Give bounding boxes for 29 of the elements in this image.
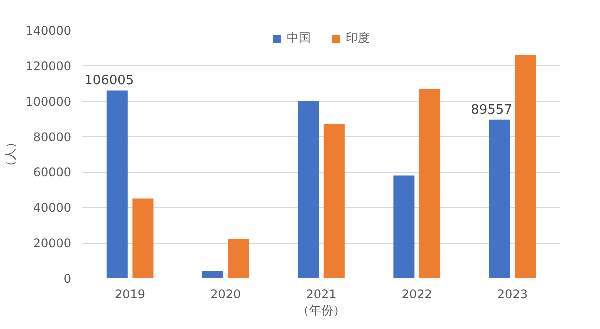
y-tick-label: 20000: [33, 236, 72, 251]
legend-label: 印度: [346, 30, 370, 47]
y-axis-title: （人）: [4, 136, 18, 172]
y-tick-label: 100000: [26, 94, 72, 109]
y-tick-label: 80000: [33, 130, 72, 144]
bar: [489, 120, 510, 278]
y-tick-label: 140000: [26, 24, 72, 38]
bar: [298, 101, 320, 278]
x-tick-label: 2023: [497, 288, 528, 302]
bar: [515, 55, 536, 278]
data-label: 106005: [84, 74, 134, 89]
x-tick-label: 2019: [115, 288, 146, 302]
legend-label: 中国: [287, 30, 311, 47]
x-tick-label: 2021: [306, 288, 337, 302]
bar: [202, 271, 224, 278]
y-tick-label: 40000: [33, 201, 72, 216]
y-tick-label: 120000: [26, 59, 72, 74]
x-axis-title: （年份）: [298, 304, 346, 318]
x-tick-label: 2020: [210, 288, 242, 302]
data-label: 89557: [471, 102, 512, 118]
y-tick-label: 60000: [33, 166, 72, 180]
bar: [324, 124, 345, 278]
bar: [419, 88, 441, 278]
bar: [106, 90, 128, 278]
y-tick-label: 0: [64, 272, 72, 286]
bar: [132, 198, 154, 278]
bar: [394, 176, 415, 278]
x-tick-label: 2022: [402, 288, 432, 302]
bar: [228, 240, 250, 278]
